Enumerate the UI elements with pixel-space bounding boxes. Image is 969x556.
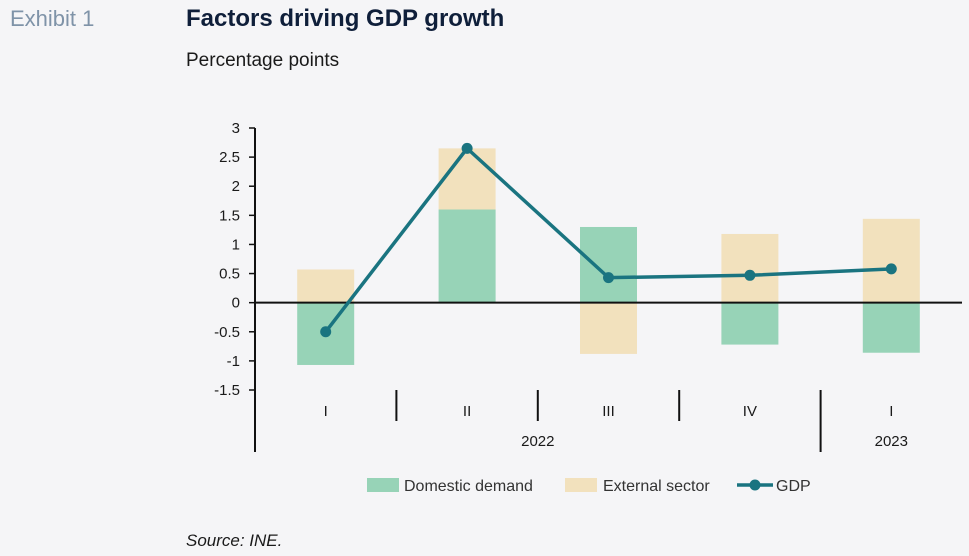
bar-external-sector-4 [862,218,920,303]
source-note: Source: INE. [186,531,283,550]
bar-external-sector-0 [297,269,355,303]
x-tick-label: II [463,403,471,420]
x-tick-label: III [602,403,615,420]
y-tick-label: 1.5 [219,207,240,224]
gdp-point [320,326,332,338]
legend-label-domestic: Domestic demand [404,478,533,495]
y-tick-label: 0.5 [219,266,240,283]
bar-external-sector-1 [438,148,496,210]
exhibit-label: Exhibit 1 [10,6,95,31]
x-tick-label: IV [743,403,757,420]
chart-title: Factors driving GDP growth [186,5,505,32]
legend-label-external: External sector [603,478,710,495]
bar-domestic-demand-4 [862,302,920,353]
gdp-point [461,142,473,154]
legend-label-gdp: GDP [776,478,811,495]
y-tick-label: -1 [227,353,240,370]
gdp-point [603,272,614,284]
bar-external-sector-2 [580,302,637,354]
bar-domestic-demand-3 [721,302,779,345]
y-tick-label: 1 [232,236,240,253]
gdp-point [744,269,756,281]
y-tick-label: 0 [232,295,240,312]
gdp-point [885,263,897,275]
chart-subtitle: Percentage points [186,50,340,71]
x-year-label: 2023 [875,433,908,450]
bar-domestic-demand-2 [580,226,637,303]
y-tick-label: -1.5 [214,382,240,399]
x-tick-label: I [324,403,328,420]
legend-swatch-external [565,478,597,492]
bar-external-sector-3 [721,233,779,303]
legend-swatch-gdp-marker [749,479,761,491]
y-tick-label: -0.5 [214,324,240,341]
legend-swatch-domestic [367,478,399,492]
bar-domestic-demand-1 [438,209,496,303]
y-tick-label: 2.5 [219,149,240,166]
x-tick-label: I [889,403,893,420]
y-tick-label: 2 [232,178,240,195]
y-tick-label: 3 [232,120,240,137]
x-year-label: 2022 [521,433,554,450]
